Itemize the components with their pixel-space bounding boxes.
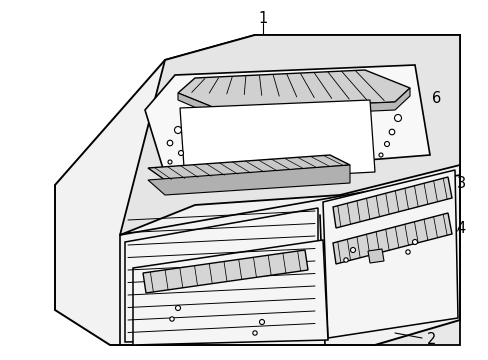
Circle shape xyxy=(178,150,183,156)
Polygon shape xyxy=(374,35,459,345)
Polygon shape xyxy=(120,35,459,235)
Polygon shape xyxy=(323,170,457,338)
Circle shape xyxy=(388,129,394,135)
Circle shape xyxy=(167,140,172,146)
Circle shape xyxy=(252,331,257,335)
Circle shape xyxy=(412,239,417,244)
Circle shape xyxy=(174,126,181,134)
Polygon shape xyxy=(142,250,307,293)
Circle shape xyxy=(168,160,172,164)
Circle shape xyxy=(169,317,174,321)
Polygon shape xyxy=(178,70,409,110)
Polygon shape xyxy=(180,100,374,182)
Polygon shape xyxy=(332,177,451,228)
Text: 5: 5 xyxy=(375,261,384,275)
Polygon shape xyxy=(148,155,349,180)
Text: 1: 1 xyxy=(258,10,267,26)
Circle shape xyxy=(343,258,347,262)
Polygon shape xyxy=(145,65,429,175)
Polygon shape xyxy=(125,208,317,342)
Circle shape xyxy=(259,320,264,324)
Circle shape xyxy=(350,248,355,252)
Text: 2: 2 xyxy=(427,333,436,347)
Polygon shape xyxy=(332,213,451,264)
Polygon shape xyxy=(55,35,459,345)
Polygon shape xyxy=(178,88,409,118)
Circle shape xyxy=(378,153,382,157)
Circle shape xyxy=(394,114,401,122)
Text: 4: 4 xyxy=(455,220,465,235)
Polygon shape xyxy=(367,249,383,263)
Circle shape xyxy=(384,141,389,147)
Text: 6: 6 xyxy=(431,90,441,105)
Circle shape xyxy=(405,250,409,254)
Circle shape xyxy=(175,306,180,310)
Text: 3: 3 xyxy=(455,176,465,190)
Polygon shape xyxy=(148,165,349,195)
Polygon shape xyxy=(133,240,327,345)
